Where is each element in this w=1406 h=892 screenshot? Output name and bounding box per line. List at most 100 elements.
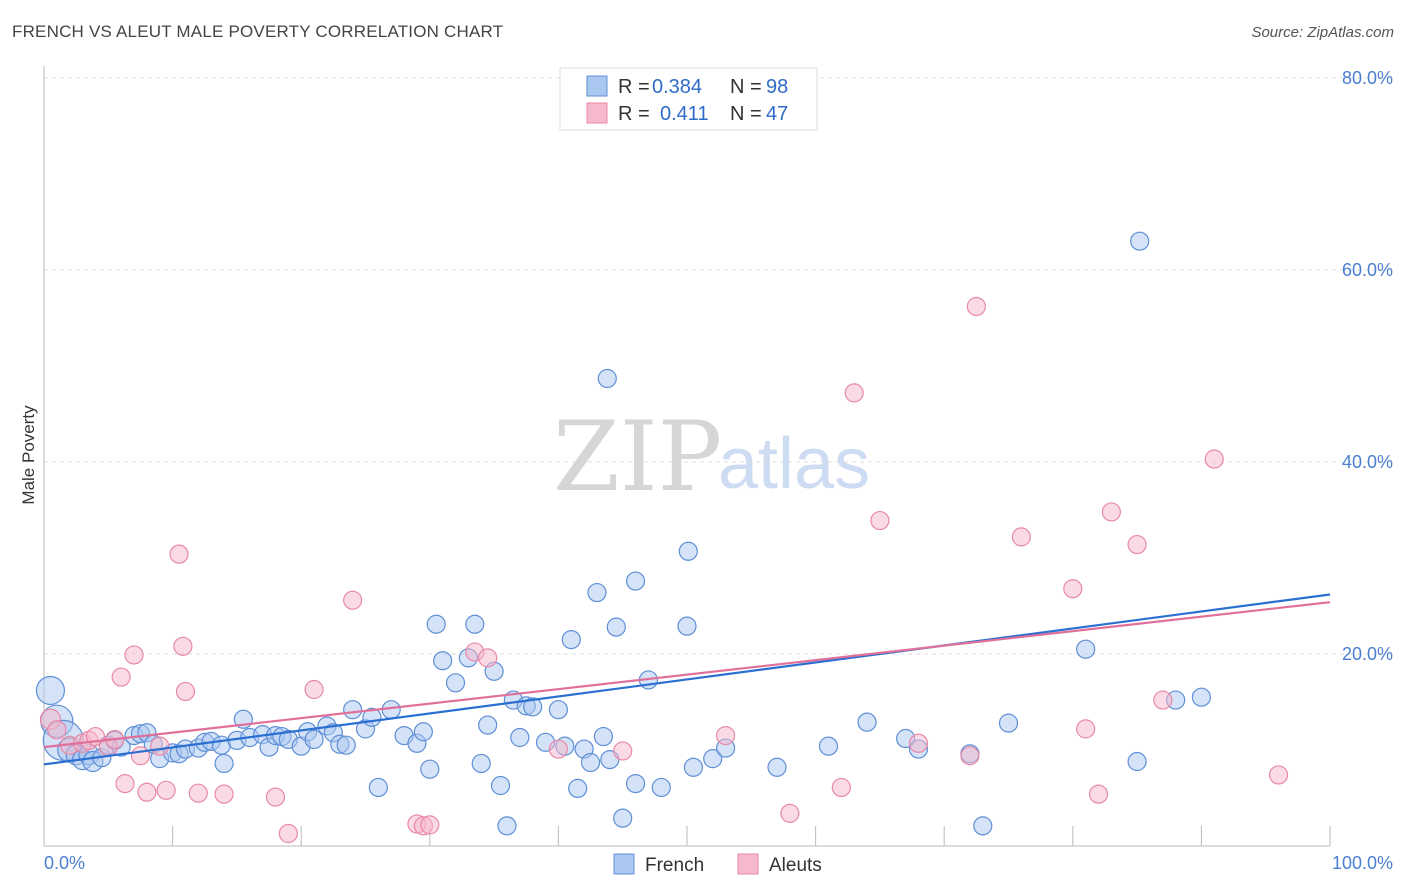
aleut-point	[115, 773, 135, 794]
aleut-point	[1076, 719, 1096, 739]
aleut-point	[1011, 527, 1031, 547]
trend-line-french	[43, 593, 1331, 766]
bottom-legend-swatch-aleuts	[737, 853, 759, 875]
source-attribution: Source: ZipAtlas.com	[1251, 24, 1394, 41]
legend-r-label-aleuts: R =	[618, 103, 650, 125]
legend-r-value-aleuts: 0.411	[660, 103, 709, 125]
bottom-legend-swatch-french	[613, 853, 635, 875]
french-point	[651, 777, 671, 798]
aleut-point	[1268, 765, 1289, 785]
french-point	[426, 614, 446, 634]
bottom-legend-aleuts: Aleuts	[769, 855, 822, 876]
french-point	[433, 651, 453, 671]
aleut-point	[831, 777, 851, 798]
french-point	[587, 582, 607, 603]
aleut-point	[150, 736, 170, 756]
french-point	[767, 757, 787, 777]
french-point	[445, 673, 466, 693]
y-tick-labels: 20.0% 40.0% 60.0% 80.0%	[1342, 68, 1393, 664]
french-point	[998, 713, 1019, 733]
legend-n-value-aleuts: 47	[766, 103, 788, 125]
legend-n-label-aleuts: N =	[730, 103, 762, 125]
french-point	[703, 749, 723, 769]
french-point	[568, 778, 588, 799]
x-tick-label-min: 0.0%	[44, 853, 85, 873]
aleut-point	[966, 296, 986, 317]
french-point	[677, 616, 697, 636]
french-point	[336, 735, 356, 755]
aleut-point	[169, 544, 189, 564]
french-point	[593, 726, 614, 747]
aleut-point	[1204, 449, 1224, 469]
french-point	[606, 617, 626, 637]
french-point	[1076, 639, 1096, 659]
y-axis-label: Male Poverty	[19, 405, 38, 505]
french-point	[1191, 687, 1212, 707]
french-point	[368, 777, 388, 798]
french-point	[1130, 231, 1150, 251]
aleut-point	[47, 720, 67, 740]
aleut-point	[156, 780, 176, 800]
french-point	[497, 816, 517, 836]
trend-line-aleuts	[43, 601, 1331, 749]
watermark-atlas: atlas	[718, 424, 870, 504]
french-point	[683, 757, 704, 777]
french-point	[857, 712, 877, 732]
french-point	[1127, 751, 1147, 772]
aleut-point	[265, 787, 286, 807]
french-point	[304, 729, 324, 750]
aleut-point	[715, 725, 736, 746]
legend-swatch-aleuts	[586, 102, 608, 124]
french-point	[561, 629, 581, 650]
legend-r-value-french: 0.384	[652, 76, 702, 98]
aleut-point	[780, 803, 800, 823]
aleut-point	[1088, 784, 1109, 804]
french-point	[413, 722, 433, 742]
legend-n-value-french: 98	[766, 76, 788, 98]
french-point	[625, 773, 646, 794]
aleut-point	[960, 746, 980, 766]
aleut-point	[870, 510, 890, 531]
aleut-point	[130, 746, 151, 766]
aleut-point	[548, 739, 569, 759]
grid-lines	[44, 77, 1393, 655]
aleut-point	[1127, 534, 1147, 555]
french-point	[471, 753, 491, 774]
legend-n-label-french: N =	[730, 76, 762, 98]
watermark-zip: ZIP	[553, 401, 722, 513]
aleut-point	[1101, 502, 1121, 522]
aleut-point	[343, 590, 363, 610]
french-point	[678, 541, 698, 561]
x-tick-label-max: 100.0%	[1332, 853, 1393, 873]
aleut-point	[173, 636, 193, 656]
french-point	[490, 775, 511, 796]
legend-r-label-french: R =	[618, 76, 650, 98]
french-point	[214, 753, 234, 774]
french-point	[343, 700, 363, 720]
aleut-point	[175, 681, 196, 702]
french-point	[625, 571, 646, 591]
series-legend: French Aleuts	[613, 853, 822, 876]
aleut-point	[278, 823, 298, 844]
aleut-point	[188, 783, 208, 803]
french-point	[613, 808, 633, 828]
french-point	[478, 715, 498, 735]
aleut-point	[124, 645, 144, 665]
aleut-point	[908, 733, 929, 753]
aleut-point	[137, 782, 157, 802]
y-tick-label: 80.0%	[1342, 68, 1393, 88]
french-point	[510, 727, 530, 748]
aleut-point	[844, 383, 864, 403]
y-tick-label: 60.0%	[1342, 260, 1393, 280]
french-point	[465, 614, 485, 634]
aleut-point	[1063, 579, 1083, 599]
aleut-point	[478, 648, 498, 668]
aleut-point	[304, 679, 324, 700]
french-point	[420, 759, 440, 779]
french-point	[818, 736, 839, 756]
y-tick-label: 20.0%	[1342, 644, 1393, 664]
french-point	[548, 700, 569, 720]
bottom-legend-french: French	[645, 855, 704, 876]
trend-lines	[43, 593, 1331, 766]
french-point	[580, 752, 601, 773]
